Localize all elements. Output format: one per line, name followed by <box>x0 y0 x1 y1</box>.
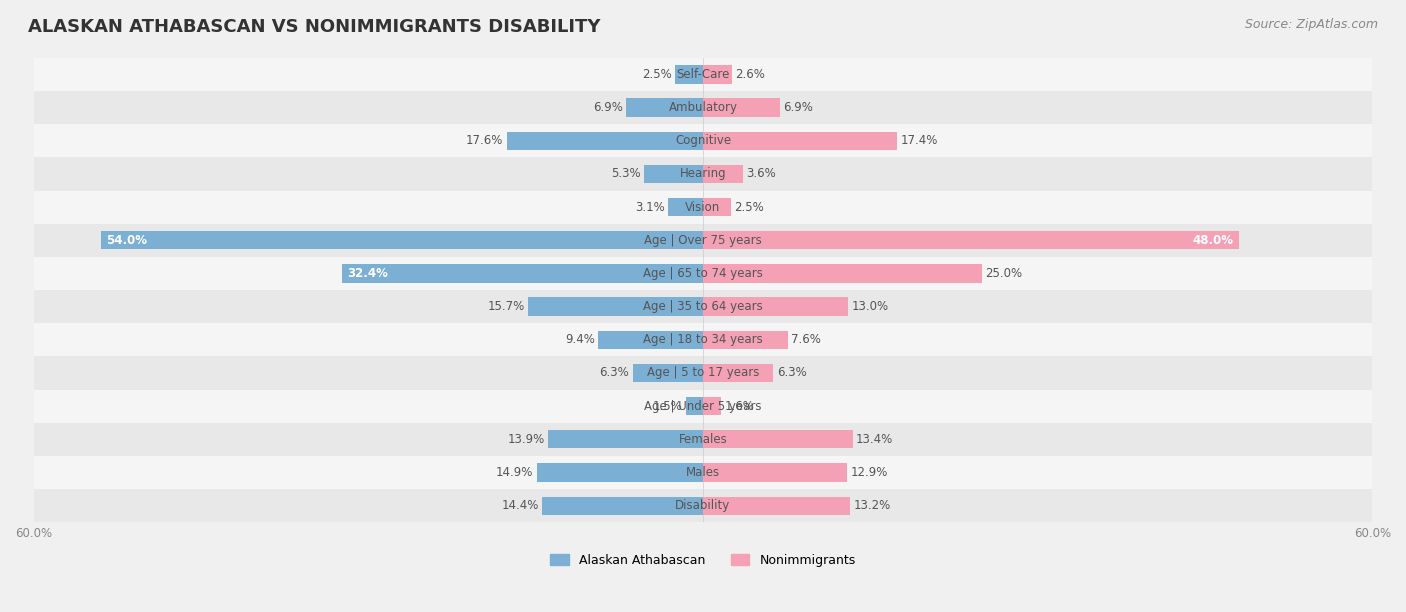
Bar <box>703 198 731 216</box>
Text: 1.5%: 1.5% <box>654 400 683 412</box>
Bar <box>34 124 1372 157</box>
Text: Age | 5 to 17 years: Age | 5 to 17 years <box>647 367 759 379</box>
Text: Source: ZipAtlas.com: Source: ZipAtlas.com <box>1244 18 1378 31</box>
Text: 6.3%: 6.3% <box>599 367 630 379</box>
Text: 25.0%: 25.0% <box>986 267 1022 280</box>
Bar <box>34 58 1372 91</box>
Bar <box>34 190 1372 224</box>
Text: 17.6%: 17.6% <box>465 134 503 147</box>
Bar <box>703 430 852 449</box>
Text: 12.9%: 12.9% <box>851 466 887 479</box>
Bar <box>703 165 744 183</box>
Bar <box>537 463 703 482</box>
Text: 6.9%: 6.9% <box>783 101 813 114</box>
Text: Males: Males <box>686 466 720 479</box>
Bar <box>506 132 703 150</box>
Bar <box>34 456 1372 489</box>
Text: 3.1%: 3.1% <box>636 201 665 214</box>
Text: Self-Care: Self-Care <box>676 68 730 81</box>
Bar <box>527 297 703 316</box>
Text: 54.0%: 54.0% <box>105 234 148 247</box>
Bar <box>543 496 703 515</box>
Bar <box>598 330 703 349</box>
Text: 32.4%: 32.4% <box>347 267 388 280</box>
Text: Vision: Vision <box>685 201 721 214</box>
Text: Disability: Disability <box>675 499 731 512</box>
Text: 2.6%: 2.6% <box>735 68 765 81</box>
Bar <box>34 257 1372 290</box>
Text: 5.3%: 5.3% <box>610 168 641 181</box>
Text: 13.9%: 13.9% <box>508 433 544 446</box>
Text: 13.2%: 13.2% <box>853 499 891 512</box>
Text: 48.0%: 48.0% <box>1192 234 1233 247</box>
Bar <box>342 264 703 283</box>
Text: Age | 18 to 34 years: Age | 18 to 34 years <box>643 334 763 346</box>
Bar <box>703 463 846 482</box>
Text: Age | 65 to 74 years: Age | 65 to 74 years <box>643 267 763 280</box>
Bar <box>633 364 703 382</box>
Text: 3.6%: 3.6% <box>747 168 776 181</box>
Text: 15.7%: 15.7% <box>488 300 524 313</box>
Text: 2.5%: 2.5% <box>643 68 672 81</box>
Text: Age | 35 to 64 years: Age | 35 to 64 years <box>643 300 763 313</box>
Text: Cognitive: Cognitive <box>675 134 731 147</box>
Text: Age | Over 75 years: Age | Over 75 years <box>644 234 762 247</box>
Text: 6.3%: 6.3% <box>776 367 807 379</box>
Text: 1.6%: 1.6% <box>724 400 754 412</box>
Text: 14.9%: 14.9% <box>496 466 533 479</box>
Text: 7.6%: 7.6% <box>792 334 821 346</box>
Bar <box>626 99 703 117</box>
Bar <box>100 231 703 250</box>
Bar <box>668 198 703 216</box>
Bar <box>686 397 703 416</box>
Text: Hearing: Hearing <box>679 168 727 181</box>
Text: Age | Under 5 years: Age | Under 5 years <box>644 400 762 412</box>
Bar <box>34 489 1372 522</box>
Text: 2.5%: 2.5% <box>734 201 763 214</box>
Text: 6.9%: 6.9% <box>593 101 623 114</box>
Bar <box>34 290 1372 323</box>
Bar <box>34 323 1372 356</box>
Text: 9.4%: 9.4% <box>565 334 595 346</box>
Bar <box>703 496 851 515</box>
Text: 17.4%: 17.4% <box>900 134 938 147</box>
Bar <box>34 224 1372 257</box>
Bar <box>703 264 981 283</box>
Text: 13.0%: 13.0% <box>852 300 889 313</box>
Text: 14.4%: 14.4% <box>502 499 538 512</box>
Bar <box>34 356 1372 390</box>
Bar <box>703 65 733 84</box>
Bar <box>34 91 1372 124</box>
Bar <box>548 430 703 449</box>
Text: ALASKAN ATHABASCAN VS NONIMMIGRANTS DISABILITY: ALASKAN ATHABASCAN VS NONIMMIGRANTS DISA… <box>28 18 600 36</box>
Bar <box>703 297 848 316</box>
Bar <box>644 165 703 183</box>
Bar <box>34 390 1372 423</box>
Bar <box>703 397 721 416</box>
Bar <box>34 423 1372 456</box>
Text: 13.4%: 13.4% <box>856 433 893 446</box>
Text: Females: Females <box>679 433 727 446</box>
Bar <box>675 65 703 84</box>
Text: Ambulatory: Ambulatory <box>668 101 738 114</box>
Bar <box>703 330 787 349</box>
Bar <box>703 364 773 382</box>
Bar <box>703 231 1239 250</box>
Bar <box>703 132 897 150</box>
Legend: Alaskan Athabascan, Nonimmigrants: Alaskan Athabascan, Nonimmigrants <box>546 549 860 572</box>
Bar <box>34 157 1372 190</box>
Bar <box>703 99 780 117</box>
